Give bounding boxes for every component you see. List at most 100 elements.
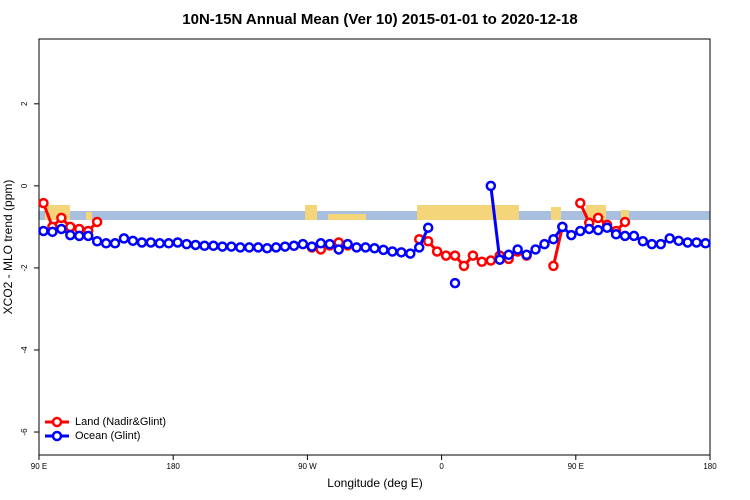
data-point (235, 242, 246, 253)
chart-title: 10N-15N Annual Mean (Ver 10) 2015-01-01 … (182, 11, 577, 28)
x-tick-label: 180 (703, 462, 717, 471)
data-point (136, 237, 148, 248)
data-point (118, 233, 130, 244)
data-point (413, 242, 425, 253)
data-point (199, 240, 210, 252)
data-point (673, 235, 684, 247)
data-point (333, 244, 344, 255)
data-point (109, 238, 121, 249)
data-point (396, 247, 407, 258)
data-point (91, 216, 103, 228)
land-patch (417, 205, 519, 220)
data-point (65, 229, 76, 241)
data-point (351, 242, 362, 253)
data-point (405, 248, 416, 259)
data-point (691, 237, 702, 248)
mask-band (39, 205, 710, 220)
data-point (530, 244, 541, 255)
data-point (422, 236, 434, 247)
legend-marker (51, 416, 63, 428)
legend-label: Land (Nadir&Glint) (75, 416, 166, 428)
data-point (65, 221, 76, 233)
data-point (172, 237, 183, 248)
land-patch (86, 212, 92, 220)
data-point (521, 249, 532, 261)
x-axis-label: Longitude (deg E) (327, 476, 422, 490)
data-point (449, 250, 461, 261)
data-point (270, 242, 282, 253)
data-point (619, 230, 631, 242)
data-point (38, 197, 49, 209)
data-point (539, 238, 550, 250)
y-tick-label: -6 (20, 428, 29, 436)
x-tick-label: 90 E (31, 462, 47, 471)
data-point (548, 233, 559, 245)
data-point (145, 237, 157, 248)
data-point (252, 242, 264, 253)
data-point (485, 255, 497, 266)
data-point (592, 224, 604, 236)
plot-frame (38, 38, 711, 456)
y-tick-label: -4 (20, 346, 29, 354)
land-patch (551, 207, 561, 220)
data-point (127, 235, 139, 247)
data-point (583, 223, 595, 235)
data-point (342, 238, 353, 250)
data-point (378, 244, 389, 256)
data-point (619, 216, 631, 228)
data-point (512, 244, 523, 255)
data-point (628, 230, 640, 242)
data-point (82, 230, 94, 242)
data-point (449, 277, 461, 289)
data-point (601, 222, 613, 233)
data-point (360, 242, 371, 253)
data-point (261, 242, 273, 254)
y-tick-label: 0 (20, 183, 29, 188)
data-point (422, 222, 434, 233)
data-point (476, 256, 488, 268)
x-tick-label: 0 (439, 462, 444, 471)
legend-marker (51, 430, 63, 442)
data-point (575, 197, 586, 209)
data-point (369, 242, 380, 254)
data-point (458, 260, 470, 272)
data-point (324, 238, 336, 250)
data-point (467, 250, 479, 261)
data-point (217, 241, 228, 252)
data-point (47, 226, 58, 238)
data-point (503, 249, 514, 261)
data-point (431, 246, 443, 257)
data-point (56, 212, 67, 224)
data-point (154, 238, 166, 249)
data-point (100, 238, 112, 249)
y-tick-label: 2 (20, 101, 29, 106)
data-point (190, 239, 201, 251)
data-point (440, 250, 452, 261)
data-point (306, 241, 318, 252)
x-tick-label: 90 E (568, 462, 584, 471)
data-point (74, 230, 85, 242)
data-point (208, 240, 219, 252)
data-point (655, 238, 667, 250)
data-point (279, 241, 291, 252)
data-point (575, 225, 586, 237)
data-point (700, 238, 711, 249)
y-axis-label: XCO2 - MLO trend (ppm) (1, 180, 15, 315)
data-point (485, 180, 497, 192)
ocean-band (39, 211, 710, 220)
data-point (637, 236, 649, 247)
data-point (494, 254, 506, 265)
land-patch (328, 214, 366, 220)
legend-label: Ocean (Glint) (75, 430, 140, 442)
data-point (315, 238, 327, 249)
data-point (664, 233, 675, 244)
data-point (226, 241, 237, 252)
land-patch (621, 210, 629, 220)
x-tick-label: 90 W (298, 462, 317, 471)
data-point (297, 238, 309, 250)
data-point (288, 240, 300, 252)
data-point (56, 223, 67, 235)
data-point (387, 246, 398, 257)
